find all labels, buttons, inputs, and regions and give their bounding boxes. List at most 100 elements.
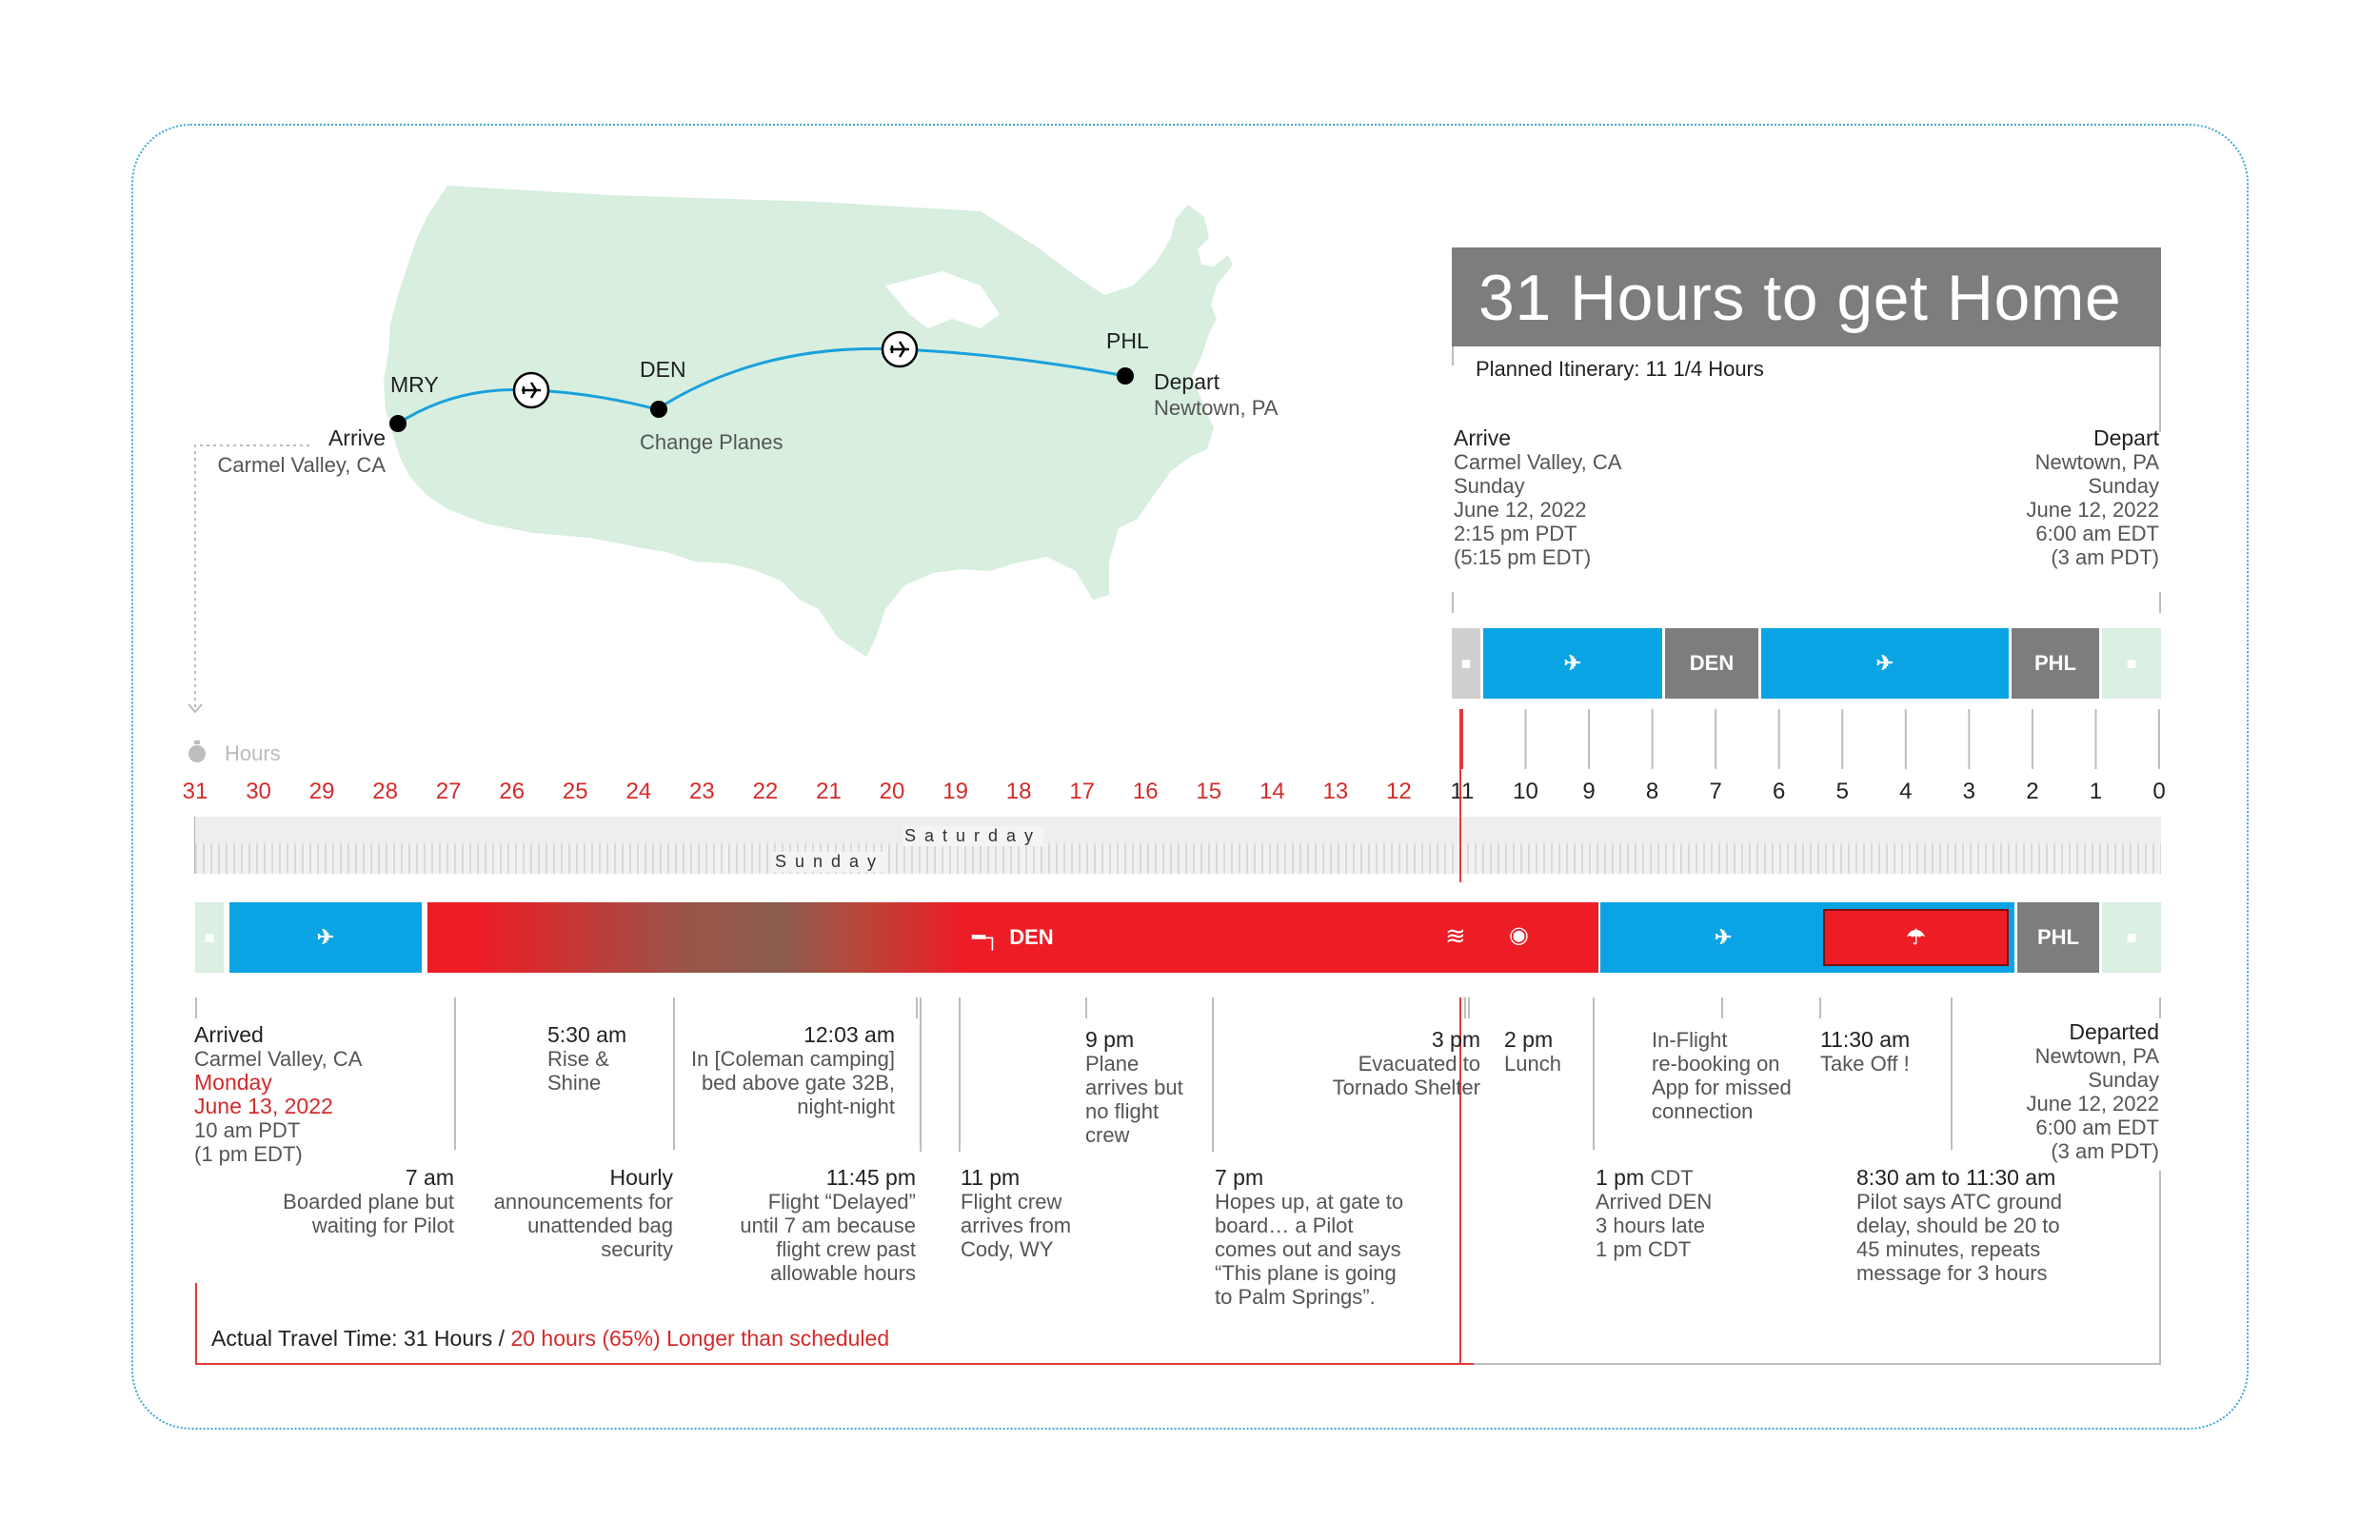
hour-tick-label: 5 xyxy=(1835,779,1849,804)
event-text: Flight crew xyxy=(961,1190,1062,1214)
event-text: unattended bag xyxy=(527,1214,673,1237)
departed-title: Departed xyxy=(2069,1019,2159,1044)
event-announcements: Hourly announcements for unattended bag … xyxy=(457,1165,673,1262)
event-text: bed above gate 32B, xyxy=(701,1071,895,1095)
hour-tick-label: 31 xyxy=(182,779,208,804)
tornado-icon: ≋ xyxy=(1445,921,1466,950)
event-crew-arrives: 11 pm Flight crew arrives from Cody, WY xyxy=(961,1165,1071,1262)
event-text: “This plane is going xyxy=(1215,1261,1397,1285)
event-text: until 7 am because xyxy=(740,1214,916,1237)
actual-phl-label: PHL xyxy=(2037,925,2079,949)
planned-arrive-line: (5:15 pm EDT) xyxy=(1454,545,1592,569)
planned-depart-block: Depart Newtown, PA Sunday June 12, 2022 … xyxy=(1923,426,2159,570)
event-text: Flight “Delayed” xyxy=(767,1190,916,1214)
planned-car-segment: ■ xyxy=(2102,628,2161,699)
event-text: crew xyxy=(1085,1123,1130,1147)
planned-depart-line: Sunday xyxy=(2088,474,2159,498)
hour-tick-label: 19 xyxy=(942,779,968,804)
hour-tick-label: 10 xyxy=(1513,779,1538,804)
change-planes-label: Change Planes xyxy=(640,430,783,454)
event-palm-springs: 7 pm Hopes up, at gate to board… a Pilot… xyxy=(1215,1165,1403,1310)
phl-point xyxy=(1117,367,1134,385)
event-text: no flight xyxy=(1085,1099,1160,1123)
hour-tick-label: 12 xyxy=(1386,779,1412,804)
actual-den-label: DEN xyxy=(1009,925,1054,949)
planned-arrive-line: June 12, 2022 xyxy=(1454,498,1587,522)
event-text: Pilot says ATC ground xyxy=(1856,1190,2063,1214)
hour-tick-label: 14 xyxy=(1259,779,1285,804)
event-text: Shine xyxy=(547,1071,602,1095)
event-time: 7 pm xyxy=(1215,1165,1264,1190)
event-text: 1 pm CDT xyxy=(1596,1237,1692,1261)
planned-den-label: DEN xyxy=(1689,651,1735,675)
bed-icon: ━┐ xyxy=(972,925,1001,949)
event-time: 11:30 am xyxy=(1820,1027,1911,1052)
event-lunch: 2 pm Lunch xyxy=(1504,1028,1561,1076)
arrive-label: Arrive xyxy=(327,425,386,450)
leader-line xyxy=(194,444,309,709)
summary-prefix: Actual Travel Time: 31 Hours / xyxy=(211,1326,511,1351)
hour-tick-label: 8 xyxy=(1645,779,1659,804)
event-text: arrives but xyxy=(1085,1076,1183,1099)
arrived-title: Arrived xyxy=(194,1022,264,1047)
planned-arrive-block: Arrive Carmel Valley, CA Sunday June 12,… xyxy=(1454,426,1621,570)
hours-label: Hours xyxy=(225,741,281,765)
event-text: flight crew past xyxy=(776,1237,916,1261)
planned-depart-line: (3 am PDT) xyxy=(2051,545,2159,569)
card-frame xyxy=(131,124,2249,1430)
hour-tick-label: 17 xyxy=(1069,779,1096,804)
car-icon: ■ xyxy=(204,927,215,947)
depart-label: Depart xyxy=(1154,369,1220,394)
departed-line: (3 am PDT) xyxy=(2051,1139,2159,1163)
hour-tick-label: 18 xyxy=(1005,779,1032,804)
event-text: 45 minutes, repeats xyxy=(1856,1237,2041,1261)
event-text: waiting for Pilot xyxy=(311,1214,454,1237)
event-boarded: 7 am Boarded plane but waiting for Pilot xyxy=(248,1166,454,1238)
departed-line: June 12, 2022 xyxy=(2026,1092,2159,1116)
event-time: Hourly xyxy=(609,1165,673,1190)
arrived-place: Carmel Valley, CA xyxy=(194,1047,363,1071)
event-text: Take Off ! xyxy=(1820,1052,1910,1076)
plane-icon: ✈ xyxy=(1563,651,1582,675)
sunday-label: Sunday xyxy=(773,852,887,872)
actual-den-layover-segment: ━┐ DEN xyxy=(427,902,1598,973)
event-text: Lunch xyxy=(1504,1052,1561,1076)
event-time: 11 pm xyxy=(961,1165,1021,1190)
departed-line: Newtown, PA xyxy=(2034,1044,2159,1068)
meal-icon: ◉ xyxy=(1509,922,1529,948)
planned-flight-segment: ✈ xyxy=(1761,628,2009,699)
hour-tick-label: 13 xyxy=(1322,779,1349,804)
event-time: 2 pm xyxy=(1504,1027,1554,1052)
plane-icon: ✈ xyxy=(1715,925,1733,949)
den-label: DEN xyxy=(640,357,686,382)
planned-phl-label: PHL xyxy=(2034,651,2076,675)
summary-highlight: 20 hours (65%) Longer than scheduled xyxy=(510,1326,890,1351)
event-time: 1 pm xyxy=(1596,1165,1645,1190)
actual-car-segment: ■ xyxy=(2102,902,2161,973)
actual-car-segment: ■ xyxy=(195,902,224,973)
hour-tick-label: 15 xyxy=(1196,779,1222,804)
event-time: 12:03 am xyxy=(803,1022,895,1047)
saturday-label: Saturday xyxy=(902,826,1044,846)
stopwatch-icon xyxy=(188,740,206,762)
event-text: delay, should be 20 to xyxy=(1856,1214,2060,1237)
hour-ruler-band xyxy=(195,817,2161,843)
event-arrived-den: 1 pm CDT Arrived DEN 3 hours late 1 pm C… xyxy=(1596,1165,1712,1262)
departed-line: Sunday xyxy=(2088,1068,2159,1092)
plane-icon: ✈ xyxy=(316,925,335,949)
event-text: allowable hours xyxy=(770,1261,916,1285)
event-text: Tornado Shelter xyxy=(1332,1076,1480,1099)
hour-tick-label: 3 xyxy=(1962,779,1976,804)
event-tornado: 3 pm Evacuated to Tornado Shelter xyxy=(1266,1028,1480,1100)
event-text: security xyxy=(601,1237,673,1261)
arrived-block: Arrived Carmel Valley, CA Monday June 13… xyxy=(194,1022,363,1167)
arrive-place: Carmel Valley, CA xyxy=(217,453,386,477)
hour-tick-label: 24 xyxy=(625,779,652,804)
arrived-time-edt: (1 pm EDT) xyxy=(194,1142,303,1166)
planned-arrive-line: Sunday xyxy=(1454,474,1525,498)
plane-icon xyxy=(512,371,550,409)
hour-tick-label: 16 xyxy=(1132,779,1159,804)
planned-itinerary: Planned Itinerary: 11 1/4 Hours xyxy=(1476,357,1764,381)
great-lakes xyxy=(885,271,1000,328)
